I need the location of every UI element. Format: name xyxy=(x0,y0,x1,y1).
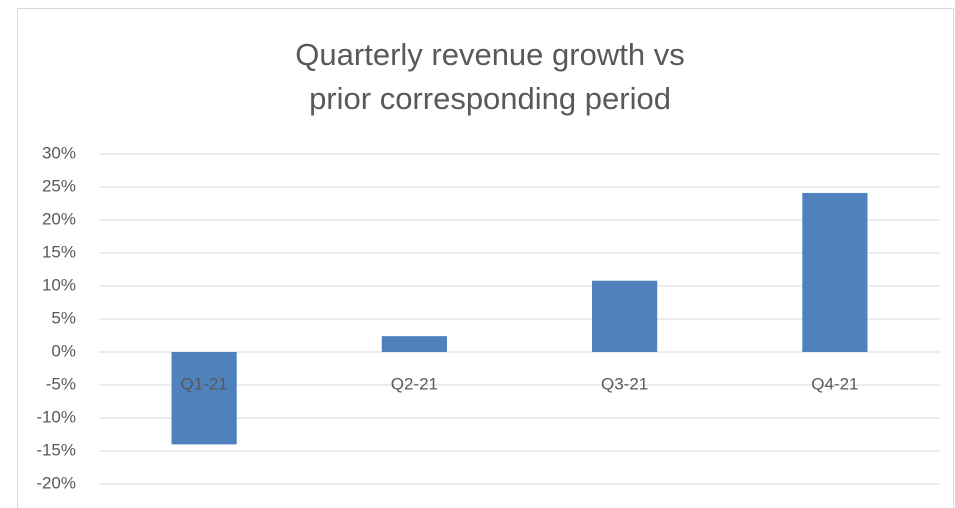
y-tick-label: 30% xyxy=(42,143,76,162)
y-tick-label: 5% xyxy=(51,308,76,327)
y-tick-label: 10% xyxy=(42,275,76,294)
y-tick-label: -20% xyxy=(36,473,76,492)
y-tick-label: -5% xyxy=(46,374,76,393)
x-tick-label: Q3-21 xyxy=(601,374,648,393)
chart-title: Quarterly revenue growth vs xyxy=(295,37,684,72)
y-tick-label: 0% xyxy=(51,341,76,360)
x-tick-label: Q4-21 xyxy=(811,374,858,393)
y-tick-label: 20% xyxy=(42,209,76,228)
bar xyxy=(381,336,447,352)
bar xyxy=(802,192,868,352)
y-tick-label: 15% xyxy=(42,242,76,261)
chart-title: prior corresponding period xyxy=(309,81,671,116)
x-tick-label: Q1-21 xyxy=(181,374,228,393)
y-tick-label: 25% xyxy=(42,176,76,195)
y-tick-label: -10% xyxy=(36,407,76,426)
bar xyxy=(171,352,237,445)
x-tick-label: Q2-21 xyxy=(391,374,438,393)
bar xyxy=(592,280,658,352)
y-tick-label: -15% xyxy=(36,440,76,459)
